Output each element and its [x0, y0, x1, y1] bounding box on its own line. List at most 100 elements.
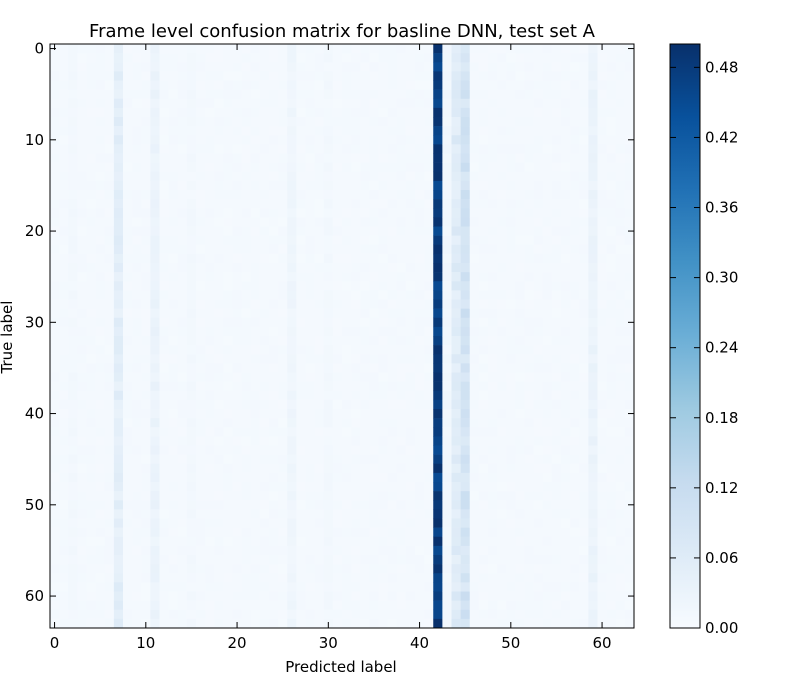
heatmap-cell: [478, 117, 489, 127]
heatmap-cell: [588, 445, 598, 455]
heatmap-cell: [524, 618, 534, 628]
heatmap-cell: [542, 135, 553, 145]
heatmap-cell: [186, 281, 197, 291]
heatmap-cell: [159, 472, 169, 483]
heatmap-cell: [424, 591, 434, 601]
heatmap-cell: [433, 372, 443, 382]
heatmap-cell: [615, 345, 626, 355]
heatmap-cell: [570, 354, 580, 364]
heatmap-cell: [259, 500, 270, 510]
heatmap-cell: [579, 472, 589, 483]
heatmap-cell: [396, 144, 407, 154]
heatmap-cell: [396, 491, 407, 501]
heatmap-cell: [369, 345, 379, 355]
heatmap-cell: [332, 591, 343, 601]
heatmap-cell: [561, 472, 571, 483]
heatmap-cell: [205, 281, 215, 291]
heatmap-cell: [597, 418, 607, 428]
heatmap-cell: [113, 153, 124, 163]
heatmap-cell: [360, 208, 370, 218]
heatmap-cell: [351, 390, 361, 401]
heatmap-cell: [323, 153, 334, 163]
heatmap-cell: [460, 180, 471, 191]
heatmap-cell: [405, 235, 416, 246]
heatmap-cell: [478, 354, 489, 364]
heatmap-cell: [515, 244, 525, 255]
heatmap-cell: [104, 491, 115, 501]
heatmap-cell: [250, 536, 261, 547]
heatmap-cell: [469, 527, 480, 538]
heatmap-cell: [104, 107, 115, 118]
heatmap-cell: [588, 244, 598, 255]
heatmap-cell: [542, 98, 553, 109]
heatmap-cell: [561, 281, 571, 291]
heatmap-cell: [342, 463, 352, 474]
heatmap-cell: [342, 545, 352, 556]
heatmap-cell: [168, 399, 179, 410]
heatmap-cell: [378, 226, 388, 236]
heatmap-cell: [168, 354, 179, 364]
heatmap-cell: [460, 153, 471, 163]
heatmap-cell: [342, 62, 352, 72]
heatmap-cell: [223, 53, 233, 63]
heatmap-cell: [305, 235, 315, 246]
heatmap-cell: [533, 326, 544, 337]
heatmap-cell: [460, 399, 471, 410]
heatmap-cell: [579, 582, 589, 592]
heatmap-cell: [506, 591, 516, 601]
heatmap-cell: [405, 317, 416, 328]
heatmap-cell: [469, 208, 480, 218]
heatmap-cell: [132, 545, 142, 556]
heatmap-cell: [497, 299, 507, 309]
heatmap-cell: [168, 436, 179, 446]
heatmap-cell: [405, 98, 416, 109]
heatmap-cell: [68, 454, 78, 465]
heatmap-cell: [132, 555, 142, 565]
heatmap-cell: [305, 390, 315, 401]
heatmap-cell: [241, 144, 252, 154]
heatmap-cell: [588, 536, 598, 547]
heatmap-cell: [296, 536, 306, 547]
heatmap-cell: [269, 500, 279, 510]
heatmap-cell: [360, 582, 370, 592]
heatmap-cell: [506, 71, 516, 81]
heatmap-cell: [168, 135, 179, 145]
heatmap-cell: [168, 463, 179, 474]
heatmap-cell: [104, 117, 115, 127]
heatmap-cell: [232, 107, 242, 118]
heatmap-cell: [259, 564, 270, 574]
heatmap-cell: [515, 500, 525, 510]
heatmap-cell: [351, 345, 361, 355]
heatmap-cell: [561, 162, 571, 173]
heatmap-cell: [196, 208, 206, 218]
heatmap-cell: [488, 162, 498, 173]
heatmap-cell: [506, 299, 516, 309]
heatmap-cell: [497, 272, 507, 282]
heatmap-cell: [551, 436, 562, 446]
heatmap-cell: [104, 545, 115, 556]
heatmap-cell: [588, 80, 598, 90]
heatmap-cell: [387, 171, 398, 182]
heatmap-cell: [186, 381, 197, 392]
heatmap-cell: [77, 545, 87, 556]
heatmap-cell: [278, 180, 288, 191]
heatmap-cell: [250, 336, 261, 346]
heatmap-cell: [305, 126, 315, 136]
heatmap-cell: [59, 418, 69, 428]
heatmap-cell: [351, 472, 361, 483]
heatmap-cell: [488, 363, 498, 373]
heatmap-cell: [196, 126, 206, 136]
heatmap-cell: [369, 208, 379, 218]
heatmap-cell: [433, 217, 443, 227]
heatmap-cell: [250, 80, 261, 90]
heatmap-cell: [469, 472, 480, 483]
heatmap-cell: [460, 491, 471, 501]
heatmap-cell: [561, 326, 571, 337]
heatmap-cell: [287, 472, 297, 483]
heatmap-cell: [177, 390, 188, 401]
heatmap-cell: [269, 536, 279, 547]
heatmap-cell: [177, 372, 188, 382]
heatmap-cell: [296, 555, 306, 565]
heatmap-cell: [561, 482, 571, 492]
heatmap-cell: [113, 564, 124, 574]
